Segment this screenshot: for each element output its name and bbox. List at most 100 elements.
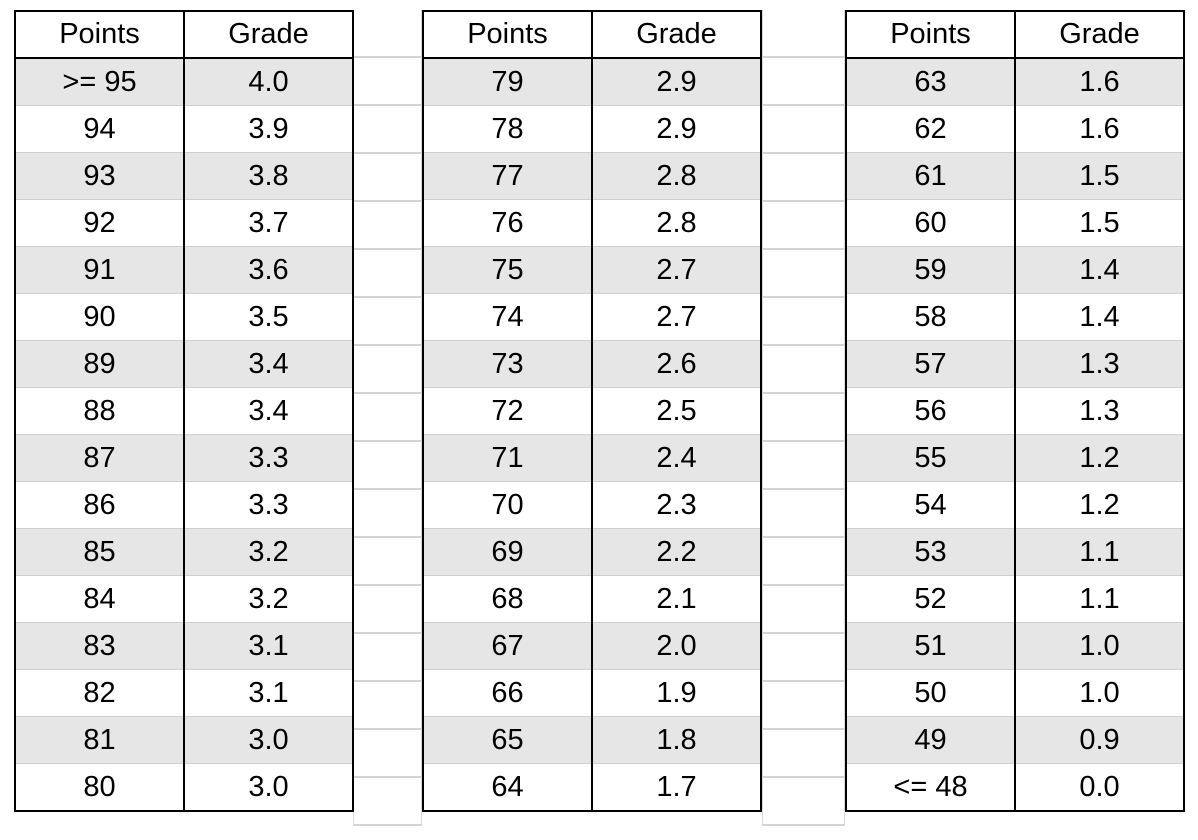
table-row: 78 2.9 <box>422 105 762 153</box>
grade-cell: 2.9 <box>591 57 762 106</box>
grade-cell: 1.0 <box>1014 622 1185 670</box>
points-cell: 63 <box>845 57 1016 106</box>
grade-cell: 3.4 <box>183 387 354 435</box>
points-cell: 86 <box>14 481 185 529</box>
table-row: 68 2.1 <box>422 575 762 623</box>
grade-cell: 1.1 <box>1014 528 1185 576</box>
table-row: 91 3.6 <box>14 246 354 294</box>
grade-cell: 1.4 <box>1014 246 1185 294</box>
grade-cell: 1.3 <box>1014 387 1185 435</box>
points-cell: 66 <box>422 669 593 717</box>
points-cell: 70 <box>422 481 593 529</box>
table-row: 61 1.5 <box>845 152 1185 200</box>
table-row: <= 48 0.0 <box>845 763 1185 811</box>
points-cell: <= 48 <box>845 763 1016 811</box>
points-cell: 49 <box>845 716 1016 764</box>
grade-cell: 3.8 <box>183 152 354 200</box>
points-cell: 75 <box>422 246 593 294</box>
grade-header: Grade <box>183 11 354 59</box>
points-cell: 94 <box>14 105 185 153</box>
points-cell: 64 <box>422 763 593 811</box>
table-row: >= 95 4.0 <box>14 57 354 106</box>
grade-cell: 4.0 <box>183 57 354 106</box>
points-cell: 87 <box>14 434 185 482</box>
grade-cell: 2.5 <box>591 387 762 435</box>
points-cell: 83 <box>14 622 185 670</box>
grade-cell: 1.4 <box>1014 293 1185 341</box>
table-header-row: Points Grade <box>14 11 354 59</box>
table-row: 53 1.1 <box>845 528 1185 576</box>
table-row: 77 2.8 <box>422 152 762 200</box>
grade-cell: 2.9 <box>591 105 762 153</box>
points-cell: 84 <box>14 575 185 623</box>
points-cell: 90 <box>14 293 185 341</box>
table-row: 58 1.4 <box>845 293 1185 341</box>
points-cell: 54 <box>845 481 1016 529</box>
table-row: 86 3.3 <box>14 481 354 529</box>
table-row: 67 2.0 <box>422 622 762 670</box>
grade-cell: 0.9 <box>1014 716 1185 764</box>
points-cell: 92 <box>14 199 185 247</box>
table-row: 75 2.7 <box>422 246 762 294</box>
points-cell: 67 <box>422 622 593 670</box>
grade-cell: 2.1 <box>591 575 762 623</box>
points-cell: 80 <box>14 763 185 811</box>
grade-cell: 3.0 <box>183 716 354 764</box>
points-cell: 85 <box>14 528 185 576</box>
grade-cell: 3.6 <box>183 246 354 294</box>
grade-cell: 1.8 <box>591 716 762 764</box>
table-row: 65 1.8 <box>422 716 762 764</box>
table-row: 80 3.0 <box>14 763 354 811</box>
points-cell: 76 <box>422 199 593 247</box>
grade-cell: 3.4 <box>183 340 354 388</box>
table-row: 81 3.0 <box>14 716 354 764</box>
grade-cell: 2.4 <box>591 434 762 482</box>
points-cell: 68 <box>422 575 593 623</box>
table-row: 79 2.9 <box>422 57 762 106</box>
grade-table-1: Points Grade >= 95 4.0 94 3.9 93 3.8 92 3.7 91 3.… <box>14 10 354 812</box>
points-cell: 91 <box>14 246 185 294</box>
grade-cell: 1.1 <box>1014 575 1185 623</box>
grade-cell: 3.0 <box>183 763 354 811</box>
table-row: 89 3.4 <box>14 340 354 388</box>
table-row: 69 2.2 <box>422 528 762 576</box>
points-cell: 73 <box>422 340 593 388</box>
table-row: 74 2.7 <box>422 293 762 341</box>
table-row: 73 2.6 <box>422 340 762 388</box>
grade-cell: 0.0 <box>1014 763 1185 811</box>
points-header: Points <box>422 11 593 59</box>
grade-cell: 2.2 <box>591 528 762 576</box>
table-row: 85 3.2 <box>14 528 354 576</box>
points-cell: 60 <box>845 199 1016 247</box>
grade-cell: 1.5 <box>1014 152 1185 200</box>
points-cell: 61 <box>845 152 1016 200</box>
table-row: 83 3.1 <box>14 622 354 670</box>
grade-cell: 2.7 <box>591 246 762 294</box>
table-row: 52 1.1 <box>845 575 1185 623</box>
table-row: 94 3.9 <box>14 105 354 153</box>
grade-cell: 1.9 <box>591 669 762 717</box>
spreadsheet-gap-column <box>353 10 422 826</box>
table-row: 57 1.3 <box>845 340 1185 388</box>
points-cell: 52 <box>845 575 1016 623</box>
table-row: 59 1.4 <box>845 246 1185 294</box>
table-row: 64 1.7 <box>422 763 762 811</box>
grade-cell: 1.2 <box>1014 481 1185 529</box>
points-cell: 56 <box>845 387 1016 435</box>
grade-cell: 1.6 <box>1014 105 1185 153</box>
points-cell: 55 <box>845 434 1016 482</box>
table-row: 63 1.6 <box>845 57 1185 106</box>
points-cell: 57 <box>845 340 1016 388</box>
table-row: 82 3.1 <box>14 669 354 717</box>
grade-cell: 1.5 <box>1014 199 1185 247</box>
grade-cell: 1.3 <box>1014 340 1185 388</box>
grade-cell: 2.0 <box>591 622 762 670</box>
points-cell: 72 <box>422 387 593 435</box>
grade-cell: 3.3 <box>183 481 354 529</box>
grade-cell: 3.9 <box>183 105 354 153</box>
points-cell: 51 <box>845 622 1016 670</box>
points-cell: 89 <box>14 340 185 388</box>
grade-table-2: Points Grade 79 2.9 78 2.9 77 2.8 76 2.8 75 2.7 74… <box>422 10 762 812</box>
points-cell: 65 <box>422 716 593 764</box>
